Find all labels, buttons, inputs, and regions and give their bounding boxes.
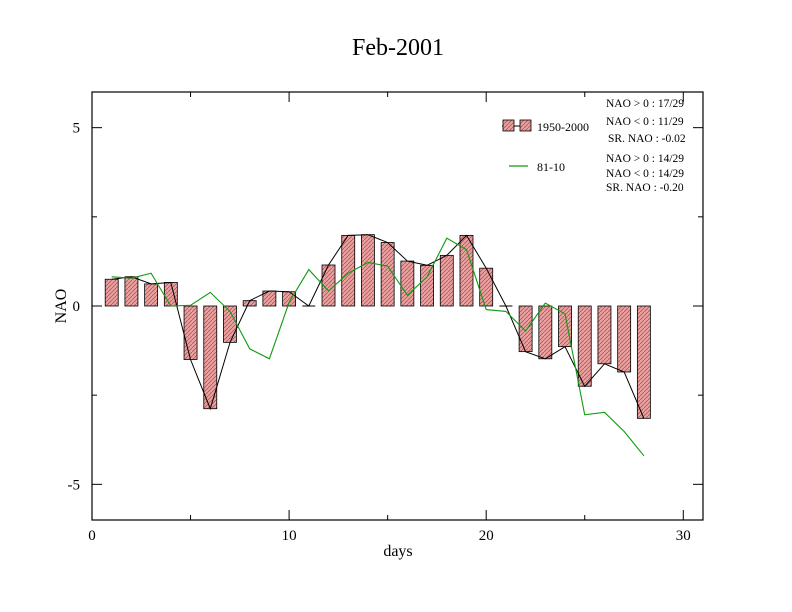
x-axis-label: days	[383, 543, 412, 560]
bar-1950-2000	[518, 305, 533, 353]
x-tick-label: 20	[479, 528, 494, 544]
bar-1950-2000	[124, 276, 139, 307]
y-tick-label: 5	[73, 121, 81, 137]
bar-1950-2000	[400, 260, 415, 307]
y-tick-label: 0	[73, 299, 81, 315]
legend-1950-2000-bar-swatch	[502, 119, 515, 132]
bar-1950-2000	[104, 278, 119, 307]
chart-title: Feb-2001	[352, 35, 444, 61]
bar-1950-2000	[459, 234, 474, 307]
stat-81-10-negative: NAO < 0 : 14/29	[606, 168, 684, 180]
line-81-10	[111, 237, 645, 457]
bar-1950-2000	[380, 242, 395, 307]
x-tick-label: 30	[676, 528, 691, 544]
bar-1950-2000	[577, 305, 592, 387]
legend: 1950-2000 81-10	[502, 119, 589, 174]
bar-1950-2000	[558, 305, 572, 348]
bar-1950-2000	[439, 254, 454, 307]
line-series	[111, 234, 645, 457]
x-tick-label: 10	[282, 528, 297, 544]
statistics-annotations: NAO > 0 : 17/29 NAO < 0 : 11/29 SR. NAO …	[606, 98, 686, 194]
bar-1950-2000	[479, 267, 494, 307]
stat-1950-2000-positive: NAO > 0 : 17/29	[606, 98, 684, 110]
bar-1950-2000	[163, 282, 178, 307]
bar-1950-2000	[183, 305, 198, 360]
y-axis-label: NAO	[53, 289, 70, 324]
bar-1950-2000	[361, 234, 375, 307]
stat-1950-2000-sr: SR. NAO : -0.02	[608, 133, 686, 145]
bar-1950-2000	[420, 264, 434, 307]
legend-label-81-10: 81-10	[537, 160, 565, 174]
bar-1950-2000	[617, 305, 632, 373]
legend-1950-2000-bar-swatch-2	[519, 119, 532, 132]
y-tick-label: -5	[68, 477, 81, 493]
stat-1950-2000-negative: NAO < 0 : 11/29	[606, 116, 684, 128]
bar-1950-2000	[597, 305, 612, 365]
bar-1950-2000	[636, 305, 651, 419]
bar-1950-2000	[144, 283, 159, 307]
legend-label-1950-2000: 1950-2000	[537, 120, 589, 134]
x-tick-label: 0	[88, 528, 96, 544]
stat-81-10-sr: SR. NAO : -0.20	[606, 182, 684, 194]
stat-81-10-positive: NAO > 0 : 14/29	[606, 153, 684, 165]
axis-ticks: 0 10 20 30 -5 0 5	[68, 92, 703, 544]
bar-1950-2000	[538, 305, 553, 360]
bar-series-1950-2000	[104, 234, 651, 419]
line-1950-2000	[111, 234, 645, 419]
